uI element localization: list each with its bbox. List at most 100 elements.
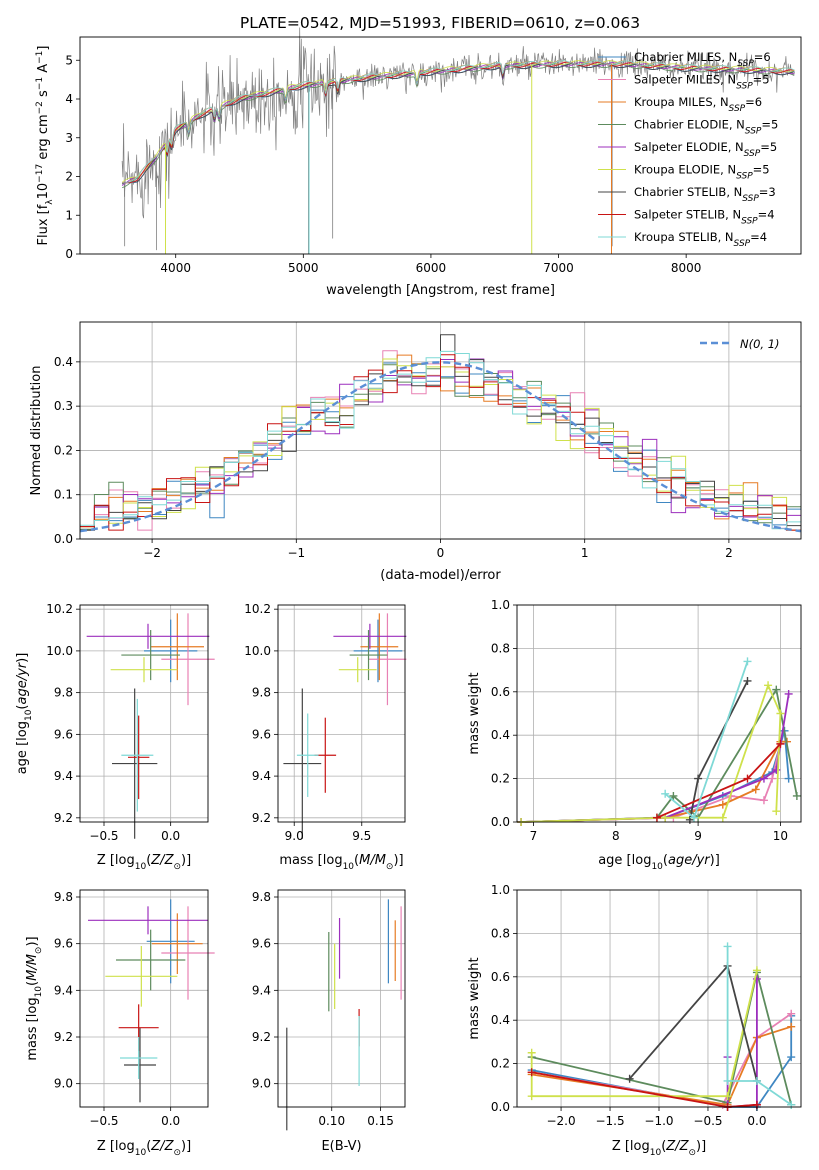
weight-marker bbox=[661, 789, 670, 798]
model-line bbox=[121, 63, 795, 189]
model-line bbox=[122, 60, 795, 184]
x-tick-label: 4000 bbox=[160, 261, 191, 275]
y-axis-label: Flux [fλ10−17 erg cm−2 s−1 A−1] bbox=[35, 46, 55, 246]
label-part: Kroupa STELIB, N bbox=[634, 230, 734, 244]
label-part: SSP bbox=[729, 104, 746, 114]
x-tick-label: −0.5 bbox=[693, 1114, 722, 1128]
weight-marker bbox=[776, 709, 785, 718]
x-tick-label: 8 bbox=[612, 829, 620, 843]
label-part: Z/Z bbox=[150, 853, 174, 868]
y-tick-label: 9.8 bbox=[54, 686, 73, 700]
weight-line bbox=[664, 661, 749, 820]
legend-label: Salpeter ELODIE, NSSP=5 bbox=[634, 140, 777, 159]
y-tick-label: 0.8 bbox=[491, 926, 510, 940]
weight-marker bbox=[527, 1048, 536, 1057]
weight-marker bbox=[751, 785, 760, 794]
x-tick-label: −1 bbox=[287, 546, 305, 560]
residual-histogram bbox=[80, 354, 801, 531]
y-axis-label: Normed distribution bbox=[29, 366, 44, 496]
y-tick-label: 0.6 bbox=[491, 685, 510, 699]
legend-label: Kroupa MILES, NSSP=6 bbox=[634, 95, 762, 114]
x-tick-label: 9.0 bbox=[285, 829, 304, 843]
y-tick-label: 10.0 bbox=[244, 644, 271, 658]
label-part: Z/Z bbox=[665, 1139, 689, 1154]
y-tick-label: 9.6 bbox=[54, 727, 73, 741]
y-tick-label: 1.0 bbox=[491, 598, 510, 612]
weight-line bbox=[521, 743, 782, 823]
y-tick-label: 9.2 bbox=[54, 811, 73, 825]
weight-marker bbox=[764, 681, 773, 690]
weight-marker bbox=[685, 815, 694, 824]
y-tick-label: 9.0 bbox=[252, 1077, 271, 1091]
weight-marker bbox=[743, 774, 752, 783]
y-tick-label: 0.0 bbox=[491, 1100, 510, 1114]
x-axis-label: wavelength [Angstrom, rest frame] bbox=[326, 283, 555, 298]
weight-marker bbox=[759, 796, 768, 805]
label-part: −2 bbox=[35, 101, 45, 114]
x-tick-label: 0.0 bbox=[747, 1114, 766, 1128]
weight-line bbox=[656, 743, 782, 819]
y-tick-label: 0.4 bbox=[491, 1013, 510, 1027]
label-part: M/M bbox=[359, 853, 386, 868]
label-part: mass [log bbox=[25, 997, 40, 1060]
label-part: =5 bbox=[753, 73, 770, 87]
weight-marker bbox=[776, 739, 785, 748]
x-tick-label: 0.10 bbox=[318, 1114, 345, 1128]
label-part: Z/Z bbox=[150, 1139, 174, 1154]
weight-marker bbox=[772, 807, 781, 816]
y-tick-label: 9.8 bbox=[252, 686, 271, 700]
weight-marker bbox=[527, 1068, 536, 1077]
x-tick-label: −2 bbox=[143, 546, 161, 560]
label-part: age [log bbox=[15, 721, 30, 774]
weight-marker bbox=[768, 774, 777, 783]
y-tick-label: 0.0 bbox=[491, 815, 510, 829]
label-part: s bbox=[36, 90, 51, 101]
weight-marker bbox=[718, 813, 727, 822]
axes-frame bbox=[79, 604, 209, 823]
y-tick-label: 2 bbox=[65, 170, 73, 184]
weight-marker bbox=[752, 1076, 761, 1085]
x-tick-label: −1.5 bbox=[595, 1114, 624, 1128]
label-part: Z [log bbox=[97, 1139, 135, 1154]
label-part: −1 bbox=[35, 77, 45, 90]
weight-marker bbox=[527, 1092, 536, 1101]
label-part: age/yr bbox=[668, 853, 711, 868]
label-part: SSP bbox=[734, 239, 751, 249]
x-axis-label: Z [log10(Z/Z⊙)] bbox=[612, 1139, 706, 1158]
y-tick-label: 9.4 bbox=[54, 769, 73, 783]
y-tick-label: 3 bbox=[65, 131, 73, 145]
label-part: Salpeter STELIB, N bbox=[634, 208, 741, 222]
y-tick-label: 1 bbox=[65, 208, 73, 222]
label-part: Chabrier ELODIE, N bbox=[634, 118, 745, 132]
label-part: M/M bbox=[25, 954, 40, 981]
label-part: mass [log bbox=[279, 853, 342, 868]
label-part: Chabrier STELIB, N bbox=[634, 185, 742, 199]
weight-line bbox=[726, 946, 792, 1106]
axes-frame bbox=[277, 889, 406, 1108]
y-tick-label: 0.6 bbox=[491, 970, 510, 984]
label-part: ] bbox=[36, 46, 51, 51]
label-part: )] bbox=[15, 653, 30, 663]
y-tick-label: 0.3 bbox=[54, 399, 73, 413]
label-part: age/yr bbox=[15, 661, 30, 704]
weight-marker bbox=[723, 942, 732, 951]
legend-label: Chabrier ELODIE, NSSP=5 bbox=[634, 118, 778, 137]
label-part: =6 bbox=[745, 95, 762, 109]
x-tick-label: 7000 bbox=[543, 261, 574, 275]
y-tick-label: 0.2 bbox=[491, 772, 510, 786]
label-part: −1 bbox=[35, 51, 45, 64]
y-tick-label: 1.0 bbox=[491, 883, 510, 897]
y-tick-label: 9.4 bbox=[54, 983, 73, 997]
weight-marker bbox=[784, 774, 793, 783]
x-tick-label: 2 bbox=[725, 546, 733, 560]
weight-marker bbox=[772, 765, 781, 774]
model-line bbox=[122, 61, 795, 184]
weight-marker bbox=[772, 685, 781, 694]
gaussian-curve bbox=[79, 361, 802, 533]
legend-label: Chabrier MILES, NSSP=6 bbox=[634, 50, 771, 69]
x-tick-label: −0.5 bbox=[89, 1114, 118, 1128]
axes-frame bbox=[79, 889, 209, 1108]
label-part: 10 bbox=[135, 1148, 147, 1158]
label-part: 10 bbox=[343, 862, 355, 872]
x-tick-label: 1 bbox=[581, 546, 589, 560]
